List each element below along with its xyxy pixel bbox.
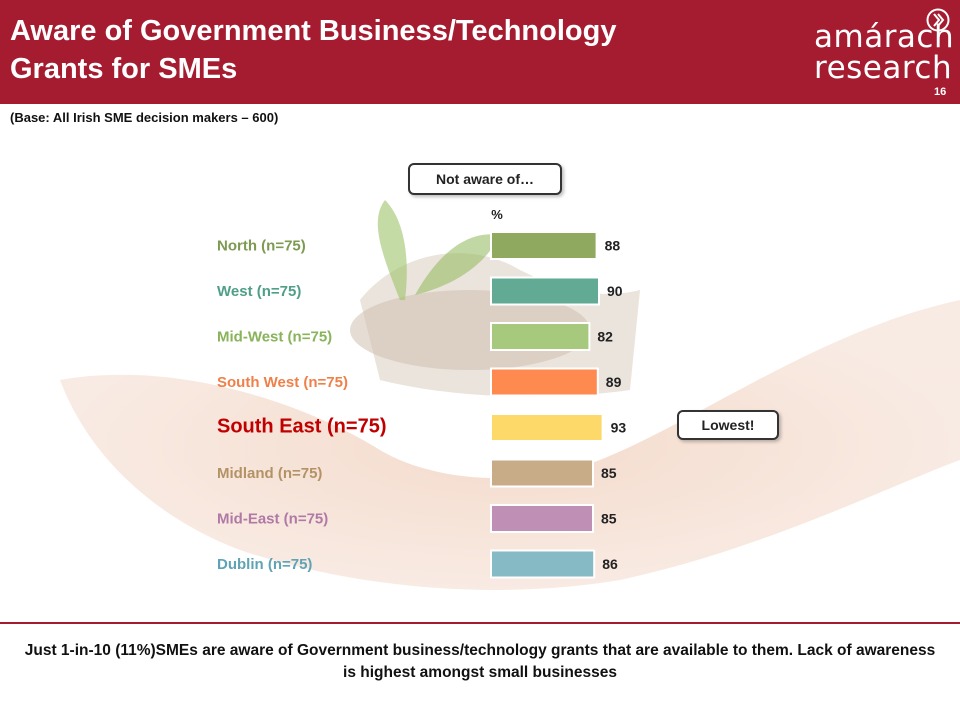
bar bbox=[490, 276, 600, 306]
value-label: 90 bbox=[607, 283, 623, 299]
value-label: 85 bbox=[601, 465, 617, 481]
category-label: North (n=75) bbox=[217, 238, 306, 255]
category-label: South East (n=75) bbox=[217, 416, 386, 438]
category-label: West (n=75) bbox=[217, 283, 301, 300]
bar bbox=[490, 549, 596, 579]
value-label: 82 bbox=[597, 329, 613, 345]
category-label: South West (n=75) bbox=[217, 374, 348, 391]
title-line-1: Aware of Government Business/Technology bbox=[10, 15, 617, 47]
unit-label: % bbox=[491, 207, 503, 222]
bar bbox=[490, 322, 591, 351]
bar bbox=[490, 504, 594, 533]
value-label: 85 bbox=[601, 511, 617, 527]
value-label: 86 bbox=[602, 556, 618, 572]
value-label: 88 bbox=[605, 238, 621, 254]
category-label: Dublin (n=75) bbox=[217, 556, 312, 573]
bar bbox=[490, 413, 604, 442]
company-logo: amárach research bbox=[814, 22, 954, 84]
page-title: Aware of Government Business/Technology … bbox=[10, 12, 770, 88]
logo-line-2: research bbox=[814, 50, 953, 86]
value-label: 93 bbox=[611, 420, 627, 436]
regional-awareness-bar-chart: % North (n=75) 88 West (n=75) 90 Mid-West (n=… bbox=[217, 207, 627, 579]
page-number: 16 bbox=[934, 86, 947, 98]
category-label: Mid-West (n=75) bbox=[217, 329, 332, 346]
value-label: 89 bbox=[606, 374, 622, 390]
category-label: Mid-East (n=75) bbox=[217, 511, 328, 528]
chevron-right-icon bbox=[926, 8, 950, 32]
logo-line-1: amárach bbox=[814, 19, 955, 55]
category-label: Midland (n=75) bbox=[217, 465, 322, 482]
base-note: (Base: All Irish SME decision makers – 6… bbox=[10, 110, 279, 125]
header-banner: Aware of Government Business/Technology … bbox=[0, 0, 960, 104]
footer-divider bbox=[0, 622, 960, 624]
bar bbox=[490, 367, 599, 397]
lowest-callout: Lowest! bbox=[677, 410, 779, 440]
title-line-2: Grants for SMEs bbox=[10, 53, 238, 85]
not-aware-callout: Not aware of… bbox=[408, 163, 562, 195]
footnote-summary: Just 1-in-10 (11%)SMEs are aware of Gove… bbox=[24, 642, 936, 681]
bar bbox=[490, 458, 594, 488]
bar bbox=[490, 231, 598, 260]
